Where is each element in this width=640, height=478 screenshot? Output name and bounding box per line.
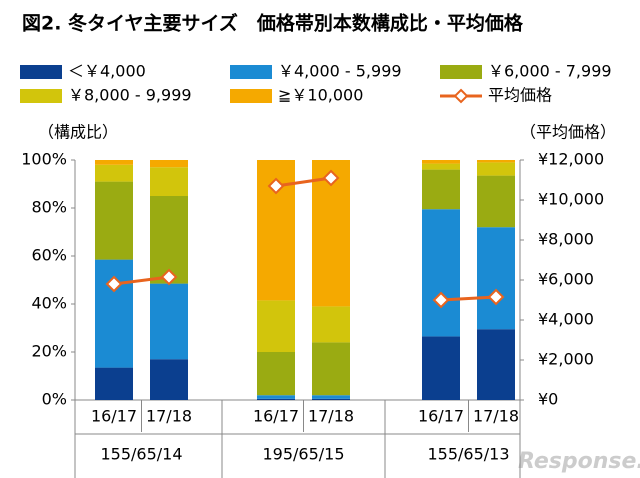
legend-label: ＜￥4,000: [68, 62, 146, 81]
legend-swatch: [230, 89, 272, 103]
bar-segment: [150, 283, 188, 360]
bar-segment: [150, 160, 188, 168]
y-tick-label: 20%: [31, 342, 67, 361]
legend-marker: [453, 88, 469, 104]
bar-segment: [312, 306, 350, 343]
bar-segment: [312, 398, 350, 400]
legend-label: ￥8,000 - 9,999: [68, 86, 192, 105]
bar-segment: [257, 300, 295, 352]
bar-segment: [257, 352, 295, 396]
bar-segment: [95, 181, 133, 260]
bar-segment: [477, 162, 515, 176]
bar-segment: [95, 164, 133, 182]
y-tick-label: 0%: [42, 390, 67, 409]
y2-tick-label: ¥12,000: [538, 150, 604, 169]
bar-segment: [422, 163, 460, 170]
y2-tick-label: ¥2,000: [538, 350, 594, 369]
legend-label: ￥6,000 - 7,999: [488, 62, 612, 81]
avg-line: [275, 176, 332, 188]
y2-tick-label: ¥10,000: [538, 190, 604, 209]
legend-label: 平均価格: [488, 86, 552, 105]
bar-segment: [422, 160, 460, 164]
x-tick-label: 16/17: [253, 407, 299, 426]
bar-segment: [257, 398, 295, 400]
avg-marker: [322, 169, 340, 187]
x-tick-label: 17/18: [308, 407, 354, 426]
bar-segment: [477, 227, 515, 330]
bar-segment: [312, 342, 350, 396]
y-tick-label: 100%: [21, 150, 67, 169]
bar-segment: [150, 167, 188, 196]
legend-swatch: [440, 65, 482, 79]
y-tick-label: 60%: [31, 246, 67, 265]
watermark: Response.: [518, 449, 640, 474]
bar-segment: [422, 169, 460, 210]
y2-tick-label: ¥6,000: [538, 270, 594, 289]
legend-label: ￥4,000 - 5,999: [278, 62, 402, 81]
bar-segment: [257, 395, 295, 399]
group-label: 155/65/14: [100, 445, 182, 464]
y-axis-label: （構成比）: [38, 123, 118, 142]
avg-marker: [487, 288, 505, 306]
bar-segment: [422, 209, 460, 337]
legend-swatch: [20, 65, 62, 79]
group-label: 155/65/13: [427, 445, 509, 464]
avg-line: [113, 275, 170, 286]
bar-segment: [477, 160, 515, 163]
bar-segment: [477, 175, 515, 228]
avg-marker: [105, 275, 123, 293]
legend-label: ≧￥10,000: [278, 86, 363, 105]
avg-line: [440, 295, 497, 302]
legend-swatch: [230, 65, 272, 79]
y2-tick-label: ¥0: [538, 390, 558, 409]
y-tick-label: 40%: [31, 294, 67, 313]
bar-segment: [422, 336, 460, 400]
bar-segment: [95, 160, 133, 165]
x-tick-label: 16/17: [91, 407, 137, 426]
avg-marker: [267, 177, 285, 195]
group-label: 195/65/15: [262, 445, 344, 464]
x-tick-label: 17/18: [473, 407, 519, 426]
bar-segment: [150, 359, 188, 400]
x-tick-label: 16/17: [418, 407, 464, 426]
bar-segment: [312, 395, 350, 399]
chart-title: 図2. 冬タイヤ主要サイズ 価格帯別本数構成比・平均価格: [22, 12, 524, 35]
y2-tick-label: ¥4,000: [538, 310, 594, 329]
avg-marker: [160, 268, 178, 286]
y-tick-label: 80%: [31, 198, 67, 217]
legend-swatch: [20, 89, 62, 103]
bar-segment: [95, 367, 133, 400]
y2-tick-label: ¥8,000: [538, 230, 594, 249]
avg-marker: [432, 291, 450, 309]
y2-axis-label: （平均価格）: [520, 123, 616, 142]
x-tick-label: 17/18: [146, 407, 192, 426]
bar-segment: [477, 329, 515, 400]
